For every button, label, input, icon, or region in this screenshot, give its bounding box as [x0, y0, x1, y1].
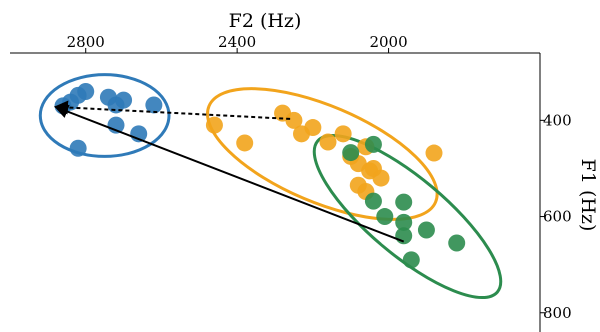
data-point — [285, 111, 303, 129]
data-point — [205, 116, 223, 134]
data-points — [54, 82, 466, 269]
x-ticks: 2800 2400 2000 — [67, 33, 408, 53]
y-ticks: 400 600 800 — [540, 111, 572, 322]
data-point — [342, 144, 360, 162]
y-tick-label: 400 — [543, 111, 572, 129]
cluster-ellipse — [38, 73, 171, 158]
data-point — [77, 82, 95, 100]
data-point — [319, 133, 337, 151]
solid-arrow — [54, 104, 405, 243]
data-point — [417, 221, 435, 239]
data-point — [372, 169, 390, 187]
data-point — [236, 134, 254, 152]
transition-arrows — [54, 100, 405, 243]
data-point — [334, 125, 352, 143]
cluster-ellipse — [206, 87, 439, 221]
data-point — [395, 227, 413, 245]
data-point — [364, 135, 382, 153]
x-axis-label: F2 (Hz) — [229, 10, 302, 32]
y-tick-label: 800 — [543, 304, 572, 322]
x-tick-label: 2400 — [218, 33, 256, 51]
data-point — [402, 251, 420, 269]
data-point — [145, 96, 163, 114]
y-axis-label: F1 (Hz) — [577, 159, 599, 232]
data-point — [395, 193, 413, 211]
data-point — [448, 234, 466, 252]
data-point — [376, 208, 394, 226]
x-tick-label: 2800 — [67, 33, 105, 51]
cluster-ellipse — [312, 134, 503, 300]
data-point — [69, 139, 87, 157]
data-point — [115, 91, 133, 109]
data-point — [425, 144, 443, 162]
data-point — [395, 213, 413, 231]
y-tick-label: 600 — [543, 208, 572, 226]
dashed-arrow — [54, 100, 291, 120]
cluster-ellipses — [38, 73, 503, 300]
data-point — [304, 119, 322, 137]
data-point — [364, 192, 382, 210]
x-tick-label: 2000 — [369, 33, 407, 51]
